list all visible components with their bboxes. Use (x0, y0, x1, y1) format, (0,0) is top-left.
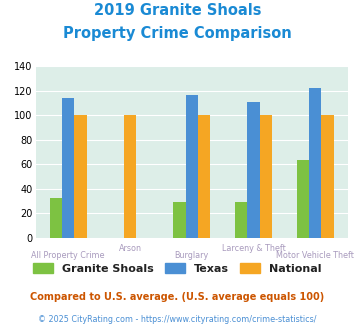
Bar (173, 202, 186, 238)
Text: Arson: Arson (119, 245, 141, 253)
Bar (50, 198, 62, 238)
Text: Burglary: Burglary (175, 251, 209, 260)
Text: Larceny & Theft: Larceny & Theft (222, 245, 285, 253)
Bar (309, 88, 321, 238)
Bar (297, 160, 309, 238)
Text: © 2025 CityRating.com - https://www.cityrating.com/crime-statistics/: © 2025 CityRating.com - https://www.city… (38, 315, 317, 324)
Text: All Property Crime: All Property Crime (32, 251, 105, 260)
Bar (62, 98, 75, 238)
Text: Compared to U.S. average. (U.S. average equals 100): Compared to U.S. average. (U.S. average … (31, 292, 324, 302)
Bar (186, 95, 198, 238)
Legend: Granite Shoals, Texas, National: Granite Shoals, Texas, National (33, 263, 322, 274)
Bar (124, 115, 136, 238)
Bar (198, 115, 210, 238)
Bar (260, 115, 272, 238)
Bar (235, 202, 247, 238)
Bar (75, 115, 87, 238)
Text: 2019 Granite Shoals: 2019 Granite Shoals (94, 3, 261, 18)
Bar (247, 102, 260, 238)
Text: Property Crime Comparison: Property Crime Comparison (63, 26, 292, 41)
Text: Motor Vehicle Theft: Motor Vehicle Theft (276, 251, 354, 260)
Bar (321, 115, 334, 238)
